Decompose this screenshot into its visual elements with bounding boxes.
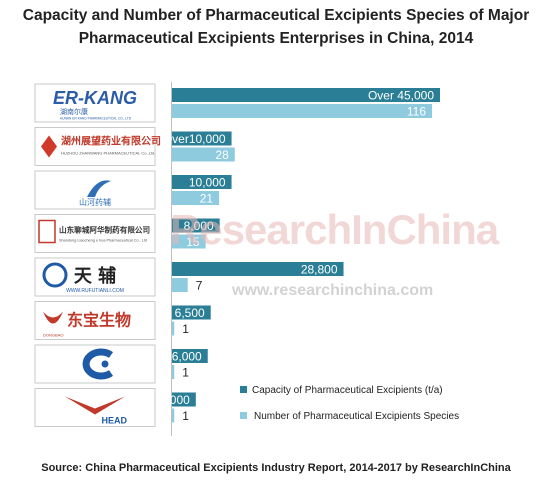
tianfu-logo-text: 天 辅: [74, 265, 116, 287]
dongbao-logo-text: 东宝生物: [67, 311, 131, 330]
species-label-1: 116: [407, 105, 426, 119]
erkang-logo-sub: 湖南尔康: [60, 107, 88, 116]
capacity-bar-5: [172, 262, 344, 276]
legend-label-species: Number of Pharmaceutical Excipients Spec…: [254, 411, 459, 422]
zhanwang-logo-text: 湖州展望药业有限公司: [61, 135, 161, 148]
logo-box-5: [34, 257, 156, 297]
c-shape-dot-icon: [101, 360, 109, 368]
erkang-logo-sub2: HUNAN ER-KANG PHARMACEUTICAL CO., LTD: [60, 117, 132, 121]
capacity-label-7: 6,000: [172, 350, 202, 364]
chart-source: Source: China Pharmaceutical Excipients …: [41, 462, 511, 474]
capacity-bar-8: [172, 392, 196, 407]
species-bar-7: [172, 365, 175, 379]
zhanwang-logo-sub: HUZHOU ZHANWANG PHARMACEUTICAL Co.,Ltd.: [61, 151, 155, 156]
tianfu-logo-sub: WWW.RUFUTIANLI.COM: [66, 288, 124, 294]
logo-box-6: [34, 301, 156, 340]
logo-box-8: [34, 388, 156, 427]
dongbao-logo-sub: DONGBAO: [43, 333, 63, 338]
capacity-label-4: 8,000: [184, 219, 214, 233]
chart-title-line1: Capacity and Number of Pharmaceutical Ex…: [22, 7, 530, 24]
species-label-4: 15: [186, 235, 200, 249]
capacity-bar-2: [172, 131, 232, 146]
capacity-label-8: 4,000: [160, 393, 190, 407]
capacity-label-5: 28,800: [301, 263, 338, 277]
shanhe-logo-text: 山河药辅: [79, 197, 111, 207]
species-label-2: 28: [215, 148, 229, 162]
legend-label-capacity: Capacity of Pharmaceutical Excipients (t…: [252, 385, 443, 396]
capacity-bar-6: [172, 305, 211, 320]
ehua-seal-icon: [38, 219, 56, 244]
tianfu-circle-icon: [42, 262, 68, 288]
dongbao-leaf-icon: [43, 311, 63, 324]
species-label-7: 1: [182, 366, 189, 380]
legend-swatch-capacity: [240, 386, 247, 393]
species-label-3: 21: [200, 192, 214, 206]
ehua-logo-sub: Shandong Liaocheng e hua Pharmaceutical …: [59, 239, 147, 243]
head-wings-icon: [65, 396, 125, 415]
capacity-label-6: 6,500: [175, 306, 205, 320]
capacity-bar-1: [172, 88, 440, 102]
head-logo-text: HEAD: [101, 416, 127, 426]
capacity-bar-3: [172, 175, 232, 189]
capacity-bar-4: [172, 218, 220, 233]
species-bar-8: [172, 408, 175, 423]
species-bar-1: [172, 104, 432, 118]
zhanwang-diamond-icon: [41, 135, 57, 158]
capacity-label-2: Over10,000: [163, 132, 226, 146]
capacity-bar-7: [172, 349, 208, 363]
legend-swatch-species: [240, 412, 247, 419]
c-shape-icon: [82, 348, 114, 380]
chart-title-line2: Pharmaceutical Excipients Enterprises in…: [78, 30, 474, 47]
logo-box-1: [34, 83, 156, 123]
species-bar-3: [172, 191, 220, 205]
ehua-logo-text: 山东聊城阿华制药有限公司: [59, 225, 150, 235]
species-bar-4: [172, 234, 206, 249]
species-bar-6: [172, 321, 175, 336]
erkang-logo-text: ER-KANG: [53, 88, 137, 108]
species-label-8: 1: [182, 409, 189, 423]
capacity-label-3: 10,000: [189, 176, 226, 190]
species-label-5: 7: [196, 279, 203, 293]
logo-box-2: [34, 127, 156, 166]
capacity-label-1: Over 45,000: [368, 89, 434, 103]
species-bar-2: [172, 147, 235, 162]
species-label-6: 1: [182, 322, 189, 336]
shanhe-wave-icon: [87, 180, 111, 197]
species-bar-5: [172, 278, 188, 292]
